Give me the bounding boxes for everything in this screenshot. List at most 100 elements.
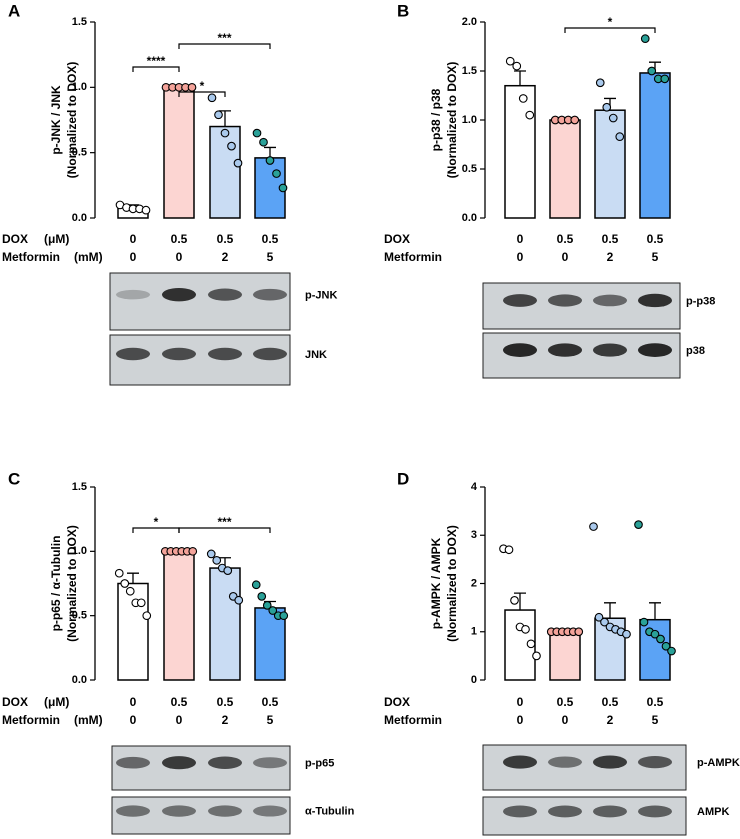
data-point bbox=[640, 34, 650, 44]
blot-band bbox=[208, 288, 242, 301]
y-tick-label: 1.5 bbox=[462, 65, 477, 77]
condition-name: Metformin bbox=[384, 713, 442, 727]
chart-panel: Dp-AMPK / AMPK (Normalized to DOX) 0 1 2 3 4 DO… bbox=[384, 469, 740, 836]
y-tick-label: 0.0 bbox=[72, 212, 87, 224]
data-point bbox=[634, 520, 643, 529]
blot-band bbox=[548, 294, 582, 307]
data-point bbox=[120, 579, 130, 588]
y-axis-label: (Normalized to DOX) bbox=[445, 62, 459, 179]
condition-value: 0 bbox=[517, 695, 524, 709]
significance-label: **** bbox=[147, 54, 166, 68]
blot-panel bbox=[109, 272, 291, 331]
error-bar bbox=[649, 602, 661, 620]
data-point bbox=[600, 617, 609, 627]
significance-bracket bbox=[564, 27, 656, 33]
blot-band bbox=[593, 805, 627, 818]
condition-name: Metformin bbox=[2, 713, 60, 727]
condition-value: 0 bbox=[517, 250, 524, 264]
bar bbox=[254, 607, 286, 681]
data-point bbox=[608, 113, 618, 123]
y-tick-label: 0.0 bbox=[72, 674, 87, 686]
blot-band bbox=[116, 347, 150, 361]
data-point bbox=[259, 137, 268, 147]
condition-value: 5 bbox=[267, 713, 274, 727]
panel-letter: C bbox=[8, 469, 20, 488]
condition-value: 0 bbox=[130, 695, 137, 709]
blot-band bbox=[638, 756, 672, 769]
y-tick-label: 1.0 bbox=[72, 81, 87, 93]
condition-value: 0.5 bbox=[262, 232, 279, 246]
y-tick-label: 1.0 bbox=[462, 114, 477, 126]
condition-value: 0 bbox=[176, 250, 183, 264]
blot-band bbox=[548, 756, 582, 768]
y-tick-label: 4 bbox=[471, 481, 478, 493]
condition-value: 5 bbox=[652, 250, 659, 264]
data-point bbox=[142, 611, 152, 621]
blot-band bbox=[162, 287, 196, 302]
data-point bbox=[574, 627, 584, 637]
condition-value: 0.5 bbox=[262, 695, 279, 709]
data-point bbox=[639, 617, 649, 627]
blot-band bbox=[253, 757, 287, 769]
data-point bbox=[252, 128, 262, 138]
condition-value: 5 bbox=[267, 250, 274, 264]
condition-value: 5 bbox=[652, 713, 659, 727]
blot-band bbox=[208, 805, 242, 817]
chart-panel: Bp-p38 / p38 (Normalized to DOX) 0.0 0.5 1.0… bbox=[384, 1, 715, 379]
data-point bbox=[227, 141, 236, 151]
data-point bbox=[212, 555, 222, 565]
data-point bbox=[187, 82, 197, 92]
data-point bbox=[223, 566, 233, 575]
data-point bbox=[278, 183, 288, 193]
data-point bbox=[279, 611, 289, 621]
y-tick-label: 1 bbox=[471, 626, 477, 638]
y-tick-label: 3 bbox=[471, 529, 477, 541]
data-point bbox=[233, 158, 243, 168]
condition-value: 0.5 bbox=[171, 232, 188, 246]
condition-value: 2 bbox=[607, 713, 614, 727]
data-point bbox=[656, 634, 665, 644]
significance-label: *** bbox=[217, 515, 231, 529]
blot-band bbox=[548, 805, 582, 818]
condition-name: Metformin bbox=[384, 250, 442, 264]
blot-band bbox=[503, 755, 537, 769]
blot-band bbox=[253, 347, 287, 361]
blot-panel bbox=[109, 334, 291, 386]
condition-value: 0.5 bbox=[647, 695, 664, 709]
data-point bbox=[206, 549, 216, 559]
bar bbox=[639, 72, 671, 219]
bar bbox=[117, 582, 149, 681]
blot-band bbox=[593, 343, 627, 357]
error-bar bbox=[127, 572, 139, 584]
blot-label: p-p65 bbox=[305, 758, 334, 770]
blot-band bbox=[503, 343, 537, 357]
y-tick-label: 0 bbox=[471, 674, 477, 686]
significance-bracket bbox=[178, 527, 271, 533]
panel-letter: B bbox=[397, 1, 409, 20]
y-tick-label: 0.5 bbox=[72, 610, 87, 622]
condition-name: Metformin bbox=[2, 250, 60, 264]
y-tick-label: 2 bbox=[471, 577, 477, 589]
y-tick-label: 0.5 bbox=[462, 163, 477, 175]
condition-value: 0 bbox=[130, 713, 137, 727]
data-point bbox=[505, 56, 515, 66]
condition-value: 0.5 bbox=[557, 695, 574, 709]
blot-band bbox=[116, 289, 150, 300]
chart-panel: Cp-p65 / α-Tubulin (Normalized to DOX) 0.0… bbox=[2, 469, 355, 835]
condition-unit: (mM) bbox=[74, 250, 103, 264]
data-point bbox=[512, 61, 522, 71]
blot-band bbox=[503, 294, 537, 307]
blot-label: JNK bbox=[305, 349, 327, 361]
blot-band bbox=[548, 343, 582, 357]
data-point bbox=[188, 546, 198, 556]
blot-band bbox=[638, 805, 672, 818]
data-point bbox=[265, 156, 275, 165]
y-tick-label: 0.5 bbox=[72, 147, 87, 159]
y-axis-label: (Normalized to DOX) bbox=[445, 525, 459, 642]
condition-value: 0 bbox=[517, 713, 524, 727]
condition-value: 0.5 bbox=[171, 695, 188, 709]
data-point bbox=[570, 115, 580, 125]
data-point bbox=[532, 651, 541, 661]
blot-band bbox=[208, 347, 242, 361]
y-axis-label: p-p65 / α-Tubulin bbox=[49, 536, 63, 632]
